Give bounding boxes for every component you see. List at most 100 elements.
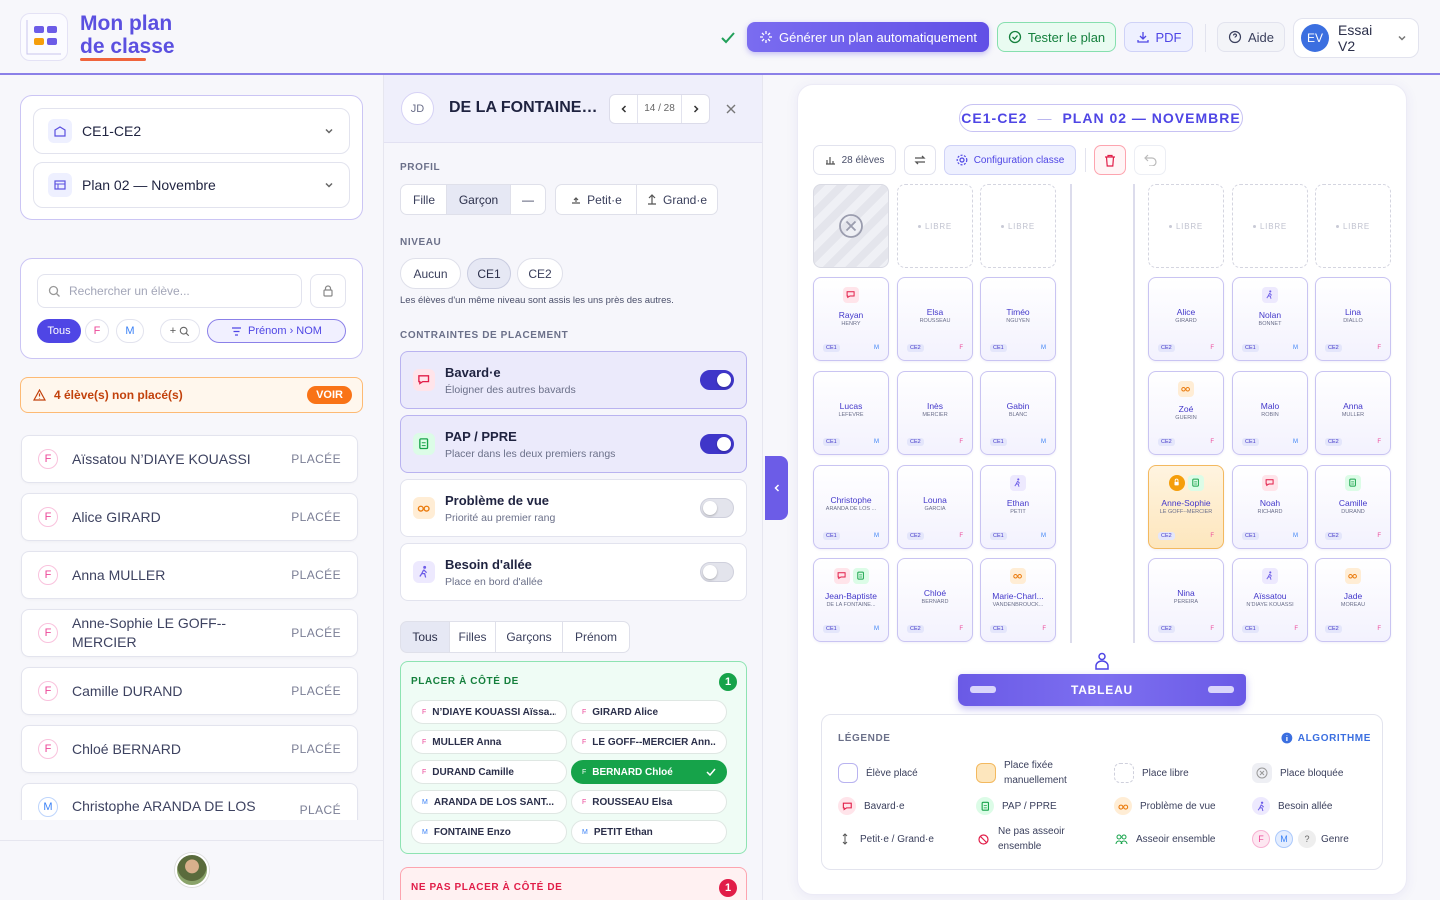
near-chip[interactable]: F BERNARD Chloé bbox=[571, 760, 727, 784]
test-button[interactable]: Tester le plan bbox=[997, 22, 1116, 52]
student-item[interactable]: F Camille DURAND PLACÉE bbox=[21, 667, 358, 715]
student-item[interactable]: F Chloé BERNARD PLACÉE bbox=[21, 725, 358, 773]
near-chip[interactable]: F GIRARD Alice bbox=[571, 700, 727, 724]
option-label: Aucun bbox=[413, 266, 448, 281]
level-option[interactable]: Aucun bbox=[400, 258, 461, 289]
student-seat[interactable]: Alice GIRARD CE2 F bbox=[1148, 277, 1224, 361]
toggle[interactable] bbox=[700, 370, 734, 390]
seat-last-name: ROBIN bbox=[1261, 412, 1279, 418]
help-button[interactable]: Aide bbox=[1217, 22, 1285, 52]
gender-option[interactable]: Garçon bbox=[446, 184, 511, 215]
delete-button[interactable] bbox=[1094, 145, 1126, 175]
constraint-card[interactable]: Problème de vue Priorité au premier rang bbox=[400, 479, 747, 537]
student-seat[interactable]: Marie-Charl... VANDENBROUCK... CE1 F bbox=[980, 558, 1056, 642]
filter-chip[interactable]: Tous bbox=[37, 319, 81, 343]
near-chip[interactable]: F ROUSSEAU Elsa bbox=[571, 790, 727, 814]
student-seat[interactable]: Rayan HENRY CE1 M bbox=[813, 277, 889, 361]
lock-button[interactable] bbox=[310, 274, 346, 308]
free-seat[interactable]: LIBRE bbox=[1315, 184, 1391, 268]
free-seat[interactable]: LIBRE bbox=[897, 184, 973, 268]
gender-option[interactable]: — bbox=[510, 184, 546, 215]
blocked-seat[interactable] bbox=[813, 184, 889, 268]
student-seat[interactable]: Lucas LEFEVRE CE1 M bbox=[813, 371, 889, 455]
icon-part bbox=[186, 332, 190, 336]
toggle[interactable] bbox=[700, 498, 734, 518]
level-option[interactable]: CE2 bbox=[517, 258, 563, 289]
student-seat[interactable]: Anne-Sophie LE GOFF--MERCIER CE2 F bbox=[1148, 465, 1224, 549]
close-button[interactable] bbox=[724, 102, 738, 116]
filter-tab[interactable]: Filles bbox=[449, 621, 496, 653]
search-input[interactable]: Rechercher un élève... bbox=[37, 274, 302, 308]
level-option[interactable]: CE1 bbox=[467, 258, 511, 289]
swap-button[interactable] bbox=[904, 145, 936, 175]
collapse-tab[interactable] bbox=[765, 456, 788, 520]
legend-label: Place fixée manuellement bbox=[1004, 760, 1067, 786]
free-seat[interactable]: LIBRE bbox=[1232, 184, 1308, 268]
student-seat[interactable]: Noah RICHARD CE1 M bbox=[1232, 465, 1308, 549]
filter-chip[interactable]: M bbox=[116, 319, 144, 343]
student-seat[interactable]: Chloé BERNARD CE2 F bbox=[897, 558, 973, 642]
student-item[interactable]: F Anna MULLER PLACÉE bbox=[21, 551, 358, 599]
constraint-card[interactable]: PAP / PPRE Placer dans les deux premiers … bbox=[400, 415, 747, 473]
toggle-knob bbox=[703, 501, 717, 515]
student-seat[interactable]: Nolan BONNET CE1 M bbox=[1232, 277, 1308, 361]
near-chip[interactable]: F DURAND Camille bbox=[411, 760, 567, 784]
student-seat[interactable]: Malo ROBIN CE1 M bbox=[1232, 371, 1308, 455]
student-item[interactable]: F Alice GIRARD PLACÉE bbox=[21, 493, 358, 541]
toggle[interactable] bbox=[700, 434, 734, 454]
lock-glyph bbox=[1174, 479, 1179, 486]
student-seat[interactable]: Ethan PETIT CE1 M bbox=[980, 465, 1056, 549]
generate-button[interactable]: Générer un plan automatiquement bbox=[747, 22, 989, 52]
plan-select[interactable]: Plan 02 — Novembre bbox=[33, 162, 350, 208]
student-seat[interactable]: Camille DURAND CE2 F bbox=[1315, 465, 1391, 549]
gender-option[interactable]: Fille bbox=[400, 184, 448, 215]
sort-button[interactable]: Prénom › NOM bbox=[207, 319, 346, 343]
nav-button[interactable] bbox=[682, 95, 709, 123]
free-seat[interactable]: LIBRE bbox=[980, 184, 1056, 268]
near-chip[interactable]: M FONTAINE Enzo bbox=[411, 820, 567, 844]
near-chip[interactable]: M PETIT Ethan bbox=[571, 820, 727, 844]
student-seat[interactable]: Lina DIALLO CE2 F bbox=[1315, 277, 1391, 361]
student-seat[interactable]: Timéo NGUYEN CE1 M bbox=[980, 277, 1056, 361]
pdf-button[interactable]: PDF bbox=[1124, 22, 1193, 52]
config-button[interactable]: Configuration classe bbox=[944, 145, 1076, 175]
student-seat[interactable]: Elsa ROUSSEAU CE2 F bbox=[897, 277, 973, 361]
near-chip[interactable]: F MULLER Anna bbox=[411, 730, 567, 754]
size-option[interactable]: Grand·e bbox=[636, 184, 718, 215]
student-seat[interactable]: Louna GARCIA CE2 F bbox=[897, 465, 973, 549]
undo-button[interactable] bbox=[1134, 145, 1166, 175]
student-seat[interactable]: Jean-Baptiste DE LA FONTAINE... CE1 M bbox=[813, 558, 889, 642]
algorithm-link[interactable]: ALGORITHME bbox=[1281, 731, 1371, 745]
student-item[interactable]: F Aïssatou N’DIAYE KOUASSI PLACÉE bbox=[21, 435, 358, 483]
free-seat[interactable]: LIBRE bbox=[1148, 184, 1224, 268]
student-seat[interactable]: Nina PEREIRA CE2 F bbox=[1148, 558, 1224, 642]
near-chip[interactable]: F LE GOFF--MERCIER Ann... bbox=[571, 730, 727, 754]
student-seat[interactable]: Anna MULLER CE2 F bbox=[1315, 371, 1391, 455]
student-item[interactable]: F Anne-Sophie LE GOFF--MERCIER PLACÉE bbox=[21, 609, 358, 657]
allee-glyph bbox=[1266, 571, 1273, 581]
filter-chip[interactable]: + bbox=[160, 319, 200, 343]
constraint-card[interactable]: Bavard·e Éloigner des autres bavards bbox=[400, 351, 747, 409]
constraint-card[interactable]: Besoin d'allée Place en bord d'allée bbox=[400, 543, 747, 601]
filter-tab[interactable]: Prénom bbox=[562, 621, 630, 653]
student-item[interactable]: M Christophe ARANDA DE LOS SANTOS PLACÉ bbox=[21, 783, 358, 820]
student-seat[interactable]: Inès MERCIER CE2 F bbox=[897, 371, 973, 455]
student-seat[interactable]: Aïssatou N’DIAYE KOUASSI CE1 F bbox=[1232, 558, 1308, 642]
filter-chip[interactable]: F bbox=[85, 319, 109, 343]
student-seat[interactable]: Gabin BLANC CE1 M bbox=[980, 371, 1056, 455]
near-chip[interactable]: F N’DIAYE KOUASSI Aïssa... bbox=[411, 700, 567, 724]
filter-tab[interactable]: Tous bbox=[400, 621, 450, 653]
filter-tab[interactable]: Garçons bbox=[495, 621, 563, 653]
student-seat[interactable]: Jade MOREAU CE2 F bbox=[1315, 558, 1391, 642]
size-option[interactable]: Petit·e bbox=[555, 184, 638, 215]
toggle[interactable] bbox=[700, 562, 734, 582]
student-seat[interactable]: Christophe ARANDA DE LOS ... CE1 M bbox=[813, 465, 889, 549]
alert-action[interactable]: VOIR bbox=[307, 386, 352, 404]
student-seat[interactable]: Zoé GUERIN CE2 F bbox=[1148, 371, 1224, 455]
class-select[interactable]: CE1-CE2 bbox=[33, 108, 350, 154]
near-chip[interactable]: M ARANDA DE LOS SANT... bbox=[411, 790, 567, 814]
user-menu[interactable]: EV Essai V2 bbox=[1293, 18, 1419, 58]
chip-name: N’DIAYE KOUASSI Aïssa... bbox=[432, 706, 556, 718]
nav-button[interactable] bbox=[610, 95, 637, 123]
